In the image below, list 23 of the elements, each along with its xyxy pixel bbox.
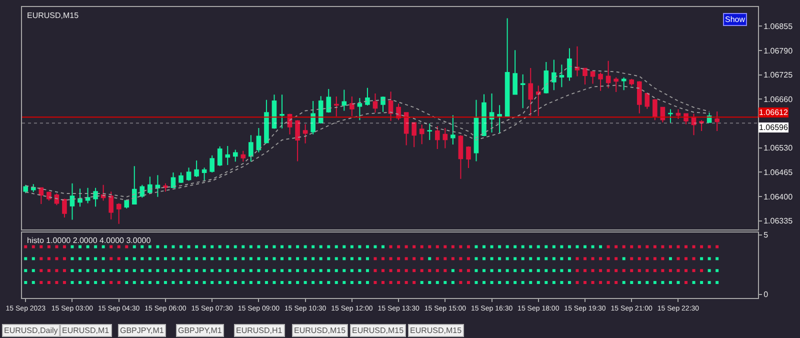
y-tick-label: 1.06465	[764, 168, 794, 177]
ref-line-label: 1.06612	[759, 108, 788, 117]
y-tick-label: 1.06400	[764, 192, 794, 202]
y-tick-label: 1.06660	[764, 94, 794, 104]
text: EURUSD,M1	[62, 326, 110, 335]
text: GBPJPY,M1	[178, 326, 222, 335]
text: EURUSD,H1	[236, 326, 283, 335]
text: EURUSD,M15	[410, 326, 462, 335]
y-tick-label: 0	[764, 290, 769, 300]
annotation: Show	[725, 15, 746, 24]
ref-line-label: 1.06596	[759, 123, 788, 132]
y-tick-label: 5	[764, 230, 769, 240]
text: histo 1.0000 2.0000 4.0000 3.0000	[27, 236, 152, 245]
text: GBPJPY,M1	[120, 326, 164, 335]
y-tick-label: 1.06335	[764, 216, 794, 226]
text: EURUSD,Daily	[4, 326, 58, 335]
y-tick-label: 1.06725	[764, 70, 794, 80]
text: EURUSD,M15	[294, 326, 346, 335]
y-tick-label: 1.06790	[764, 46, 794, 56]
text: EURUSD,M15	[352, 326, 404, 335]
y-tick-label: 1.06855	[764, 22, 794, 31]
text: EURUSD,M15	[27, 11, 80, 20]
y-tick-label: 1.06530	[764, 144, 794, 153]
